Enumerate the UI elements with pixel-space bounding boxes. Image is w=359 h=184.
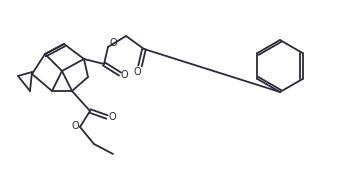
- Text: O: O: [133, 67, 141, 77]
- Text: O: O: [108, 112, 116, 122]
- Text: O: O: [71, 121, 79, 131]
- Text: O: O: [109, 38, 117, 48]
- Text: O: O: [120, 70, 128, 80]
